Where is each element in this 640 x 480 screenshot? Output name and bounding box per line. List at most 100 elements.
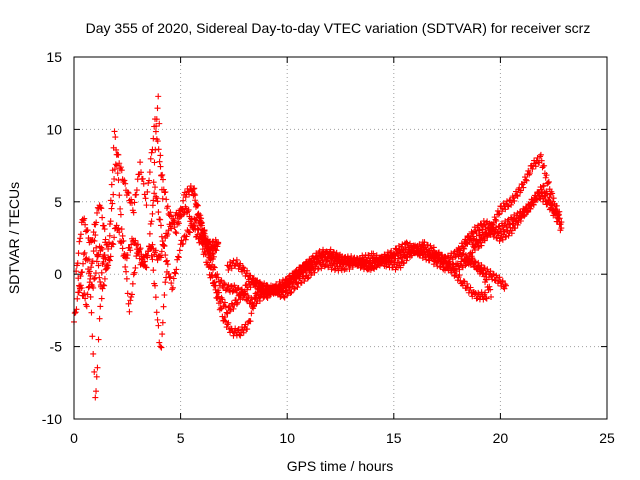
data-point [552,206,559,213]
data-point [159,195,166,202]
data-point [156,158,163,165]
data-point [167,273,174,280]
data-point [157,254,164,261]
data-point [233,256,240,263]
data-point [90,229,97,236]
data-point [182,194,189,201]
data-point [537,151,544,158]
data-point [418,247,425,254]
data-point [117,205,124,212]
data-point [318,265,325,272]
data-point [375,261,382,268]
data-point [179,205,186,212]
data-point [123,268,130,275]
data-point [154,105,161,112]
data-point [508,201,515,208]
data-point [486,283,493,290]
data-point [190,222,197,229]
data-point [523,177,530,184]
y-tick-label: -5 [50,339,63,355]
data-point [152,294,159,301]
data-point [132,264,139,271]
data-point [287,289,294,296]
data-point [133,187,140,194]
data-point [173,230,180,237]
data-point [484,266,491,273]
data-point [107,197,114,204]
data-point [75,289,82,296]
data-point [424,251,431,258]
data-point [230,257,237,264]
data-point [157,343,164,350]
data-point [532,163,539,170]
data-point [106,221,113,228]
data-point [256,283,263,290]
data-point [388,258,395,265]
data-point [112,161,119,168]
data-point [483,295,490,302]
data-point [157,222,164,229]
data-point [427,242,434,249]
data-point [208,264,215,271]
data-point [530,201,537,208]
data-point [412,250,419,257]
data-point [315,257,322,264]
data-point [148,149,155,156]
data-point [198,215,205,222]
data-point [462,240,469,247]
data-point [436,263,443,270]
data-point [89,258,96,265]
data-point [144,188,151,195]
data-point [374,260,381,267]
data-point [77,231,84,238]
data-point [122,263,129,270]
data-point [194,225,201,232]
plot-frame [73,56,608,420]
data-point [247,284,254,291]
data-point [227,259,234,266]
data-point [224,310,231,317]
data-point [132,237,139,244]
data-point [489,221,496,228]
data-point [154,316,161,323]
data-point [388,247,395,254]
data-point [478,242,485,249]
data-point [244,326,251,333]
data-point [473,265,480,272]
data-point [119,232,126,239]
data-point [175,218,182,225]
data-point [134,241,141,248]
data-point [451,272,458,279]
data-point [483,276,490,283]
data-point [154,198,161,205]
data-point [170,217,177,224]
data-point [399,255,406,262]
data-point [113,162,120,169]
data-point [308,259,315,266]
data-point [215,274,222,281]
data-point [226,303,233,310]
data-point [394,251,401,258]
data-point [186,229,193,236]
data-point [110,191,117,198]
data-point [186,191,193,198]
data-point [313,250,320,257]
data-point [235,265,242,272]
data-point [228,300,235,307]
data-point [149,210,156,217]
data-point [454,277,461,284]
data-point [160,242,167,249]
data-point [191,185,198,192]
data-point [558,225,565,232]
data-point [495,211,502,218]
data-point [93,388,100,395]
data-point [152,247,159,254]
data-point [227,306,234,313]
data-point [152,128,159,135]
data-point [98,269,105,276]
data-point [119,245,126,252]
x-tick-label: 0 [70,430,78,446]
data-point [159,238,166,245]
data-point [553,207,560,214]
data-point [250,275,257,282]
